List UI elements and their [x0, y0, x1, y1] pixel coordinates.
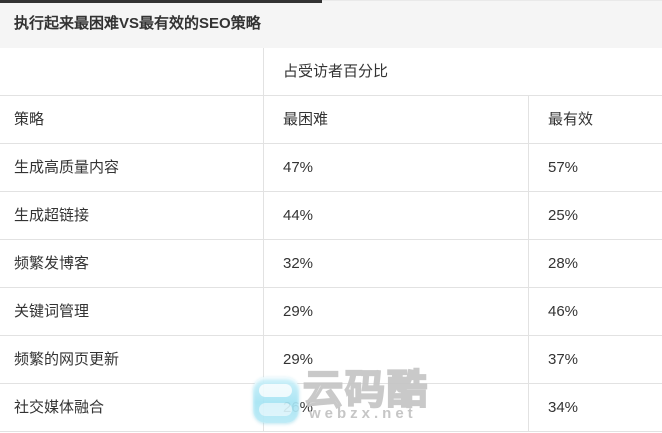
- effective-cell: 57%: [528, 144, 662, 191]
- hardest-cell: 26%: [263, 384, 528, 431]
- strategy-cell: 社交媒体融合: [14, 399, 105, 416]
- effective-cell: 37%: [528, 336, 662, 383]
- strategy-cell: 关键词管理: [14, 303, 90, 320]
- strategy-cell: 生成超链接: [14, 207, 90, 224]
- table-row: 频繁的网页更新 29% 37%: [0, 336, 662, 384]
- title-accent-bar: [0, 0, 322, 3]
- table-row: 社交媒体融合 26% 34%: [0, 384, 662, 432]
- strategy-cell: 生成高质量内容: [14, 159, 120, 176]
- table-title-bar: 执行起来最困难VS最有效的SEO策略: [0, 0, 662, 48]
- effective-cell: 25%: [528, 192, 662, 239]
- table-row: 频繁发博客 32% 28%: [0, 240, 662, 288]
- column-header-effective: 最有效: [528, 96, 662, 143]
- column-header-hardest: 最困难: [263, 96, 528, 143]
- hardest-cell: 29%: [263, 288, 528, 335]
- effective-cell: 28%: [528, 240, 662, 287]
- strategy-cell: 频繁的网页更新: [14, 351, 120, 368]
- strategy-cell: 频繁发博客: [14, 255, 90, 272]
- hardest-cell: 44%: [263, 192, 528, 239]
- effective-cell: 46%: [528, 288, 662, 335]
- hardest-cell: 29%: [263, 336, 528, 383]
- table-column-header-row: 策略 最困难 最有效: [0, 96, 662, 144]
- hardest-cell: 32%: [263, 240, 528, 287]
- column-header-strategy: 策略: [14, 111, 45, 128]
- empty-header-cell: [0, 48, 263, 95]
- table-row: 生成超链接 44% 25%: [0, 192, 662, 240]
- table-row: 关键词管理 29% 46%: [0, 288, 662, 336]
- seo-strategies-table: 占受访者百分比 策略 最困难 最有效 生成高质量内容 47% 57% 生成超链接…: [0, 48, 662, 432]
- effective-cell: 34%: [528, 384, 662, 431]
- span-header-cell: 占受访者百分比: [263, 48, 662, 95]
- table-row: 生成高质量内容 47% 57%: [0, 144, 662, 192]
- table-span-header-row: 占受访者百分比: [0, 48, 662, 96]
- span-header-label: 占受访者百分比: [283, 63, 389, 80]
- page-title: 执行起来最困难VS最有效的SEO策略: [14, 15, 261, 32]
- hardest-cell: 47%: [263, 144, 528, 191]
